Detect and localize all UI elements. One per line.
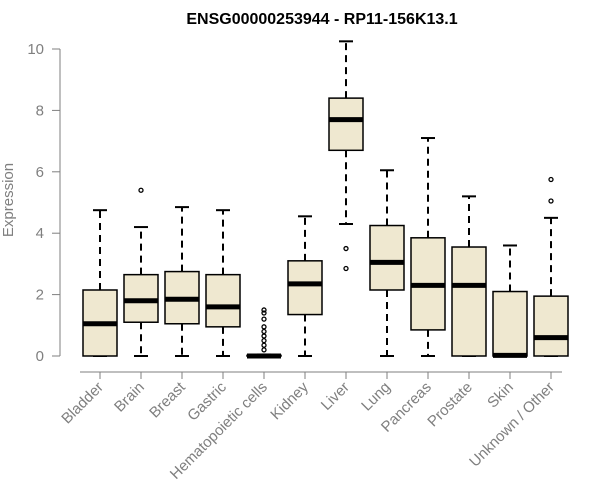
iqr-box xyxy=(492,290,528,357)
box-liver xyxy=(328,40,364,272)
box-gastric xyxy=(205,209,241,357)
box-brain xyxy=(123,187,159,357)
y-tick-label: 0 xyxy=(36,348,44,365)
iqr-box xyxy=(205,273,241,328)
x-tick-label: Breast xyxy=(146,378,189,421)
boxes-group xyxy=(82,40,569,359)
box-bladder xyxy=(82,209,118,357)
outlier-point xyxy=(261,310,267,316)
outlier-point xyxy=(138,187,144,193)
x-tick-label: Kidney xyxy=(267,378,312,423)
outlier-point xyxy=(343,245,349,252)
y-tick-label: 2 xyxy=(36,287,44,304)
outlier-point xyxy=(343,265,349,272)
outlier-point xyxy=(261,337,267,344)
box-breast xyxy=(164,206,200,357)
x-tick-label: Bladder xyxy=(58,379,107,428)
outlier-point xyxy=(261,342,267,348)
box-pancreas xyxy=(410,137,446,357)
iqr-box xyxy=(533,295,569,357)
outlier-point xyxy=(261,328,267,335)
x-tick-label: Liver xyxy=(318,379,353,414)
outlier-point xyxy=(261,324,267,330)
outlier-point xyxy=(261,333,267,339)
iqr-box xyxy=(287,260,323,316)
box-prostate xyxy=(451,195,487,357)
x-tick-label: Skin xyxy=(484,379,517,412)
x-tick-label: Prostate xyxy=(424,379,476,431)
outlier-point xyxy=(261,347,267,353)
box-kidney xyxy=(287,215,323,357)
outlier-point xyxy=(261,307,267,313)
y-ticks: 0 2 4 6 8 10 xyxy=(27,41,60,365)
y-tick-label: 10 xyxy=(27,41,44,58)
outlier-point xyxy=(261,316,267,322)
y-axis-label: Expression xyxy=(0,163,17,237)
outlier-point xyxy=(548,198,554,204)
box-unknown-other xyxy=(533,176,569,357)
x-tick-label: Brain xyxy=(111,379,148,416)
y-tick-label: 8 xyxy=(36,102,44,119)
chart-title: ENSG00000253944 - RP11-156K13.1 xyxy=(186,11,457,28)
x-tick-label: Lung xyxy=(358,379,394,415)
iqr-box xyxy=(369,224,405,291)
box-skin xyxy=(492,244,528,358)
box-hematopoietic-cells xyxy=(246,307,282,359)
outlier-point xyxy=(548,176,554,183)
box-lung xyxy=(369,169,405,357)
y-tick-label: 6 xyxy=(36,164,44,181)
y-tick-label: 4 xyxy=(36,225,44,242)
iqr-box xyxy=(451,246,487,357)
iqr-box xyxy=(328,97,364,152)
